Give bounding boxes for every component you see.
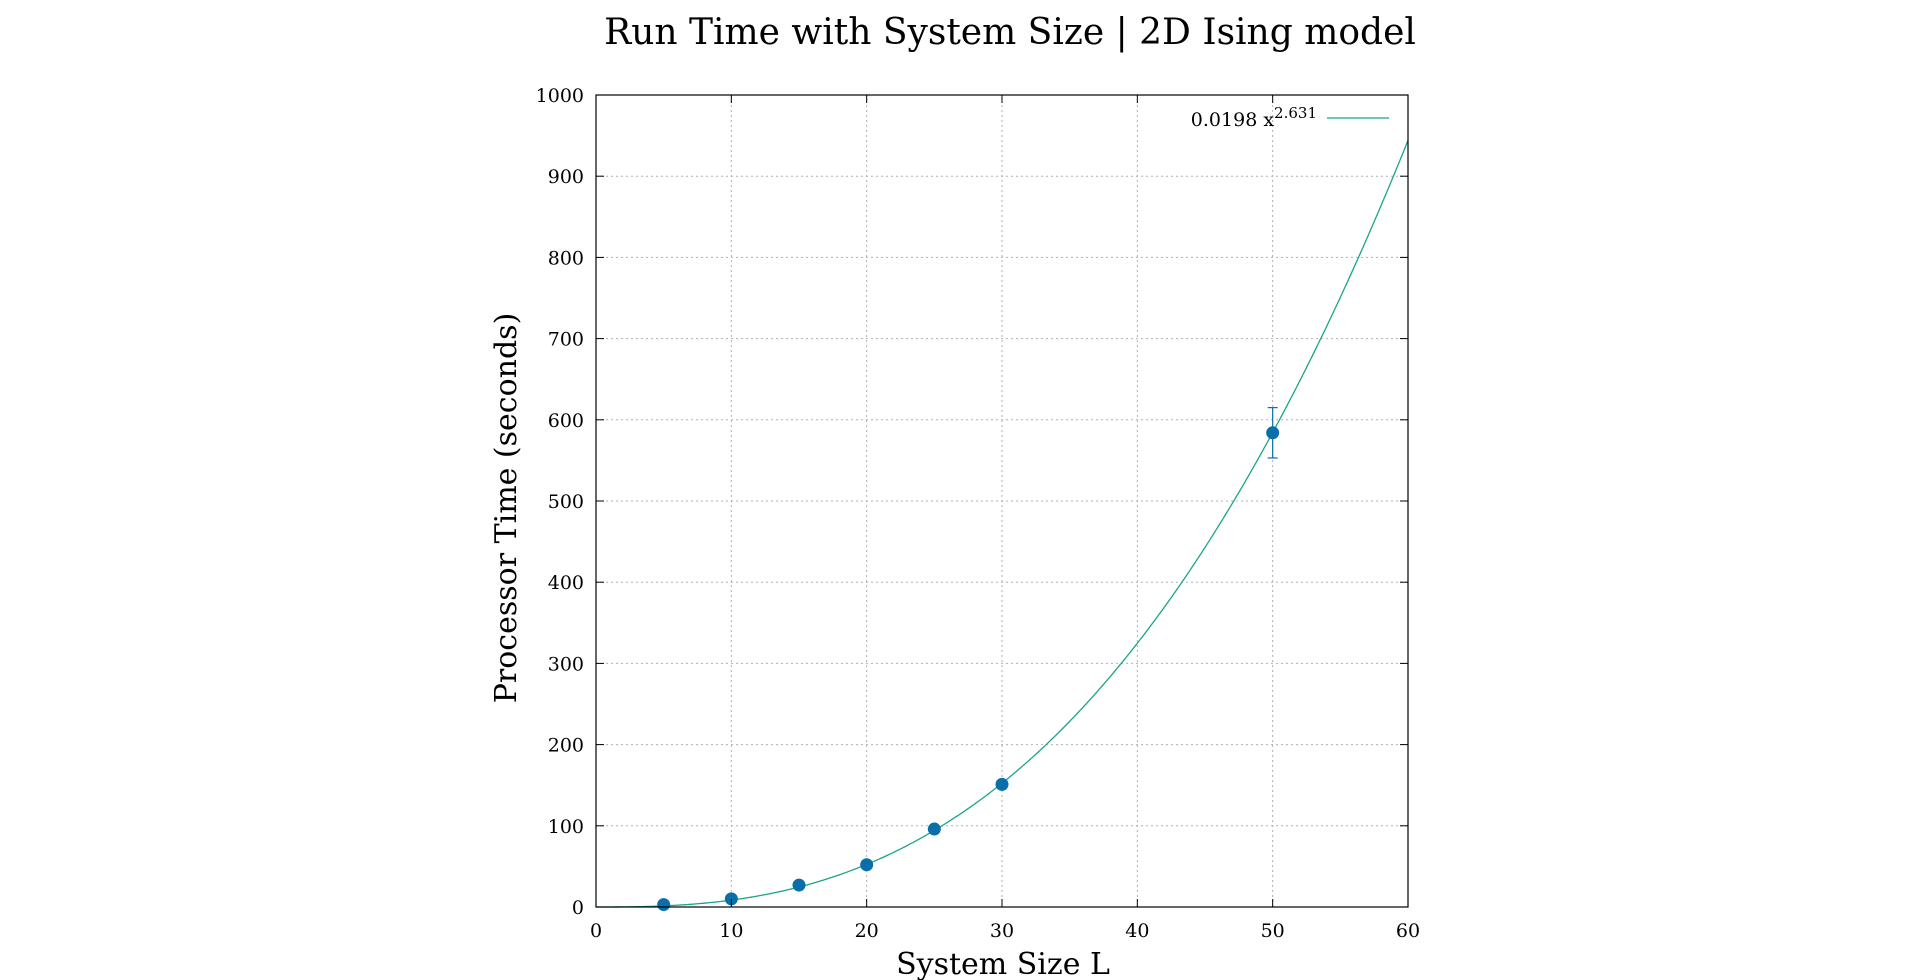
legend: 0.0198 x2.631 <box>1191 104 1389 131</box>
y-tick-label: 700 <box>548 329 584 351</box>
y-tick-label: 900 <box>548 166 584 188</box>
grid <box>596 95 1408 907</box>
data-points-layer <box>657 407 1280 912</box>
y-tick-label: 600 <box>548 410 584 432</box>
y-tick-label: 200 <box>548 735 584 757</box>
x-tick-label: 20 <box>855 920 879 942</box>
ticks: 0 10 20 30 40 50 60010020030040050060070080090… <box>536 85 1420 942</box>
x-tick-label: 40 <box>1125 920 1149 942</box>
x-axis-label: System Size L <box>896 947 1110 980</box>
data-point <box>1266 426 1280 440</box>
y-tick-label: 800 <box>548 247 584 269</box>
y-tick-label: 500 <box>548 491 584 513</box>
x-tick-label: 50 <box>1261 920 1285 942</box>
y-tick-label: 0 <box>572 897 584 919</box>
data-point <box>860 858 874 872</box>
y-tick-label: 100 <box>548 816 584 838</box>
chart-title: Run Time with System Size | 2D Ising mod… <box>604 12 1416 53</box>
y-tick-label: 400 <box>548 572 584 594</box>
x-tick-label: 30 <box>990 920 1014 942</box>
data-point <box>927 822 941 836</box>
x-tick-label: 10 <box>719 920 743 942</box>
legend-base: 0.0198 x <box>1191 109 1275 131</box>
data-point <box>724 892 738 906</box>
y-tick-label: 1000 <box>536 85 584 107</box>
x-tick-label: 60 <box>1396 920 1420 942</box>
y-axis-label: Processor Time (seconds) <box>489 313 524 704</box>
legend-entry-fit: 0.0198 x2.631 <box>1191 104 1317 131</box>
legend-exponent: 2.631 <box>1274 104 1317 122</box>
x-tick-label: 0 <box>590 920 602 942</box>
data-point <box>657 898 671 912</box>
y-tick-label: 300 <box>548 653 584 675</box>
data-point <box>995 777 1009 791</box>
data-point <box>792 878 806 892</box>
